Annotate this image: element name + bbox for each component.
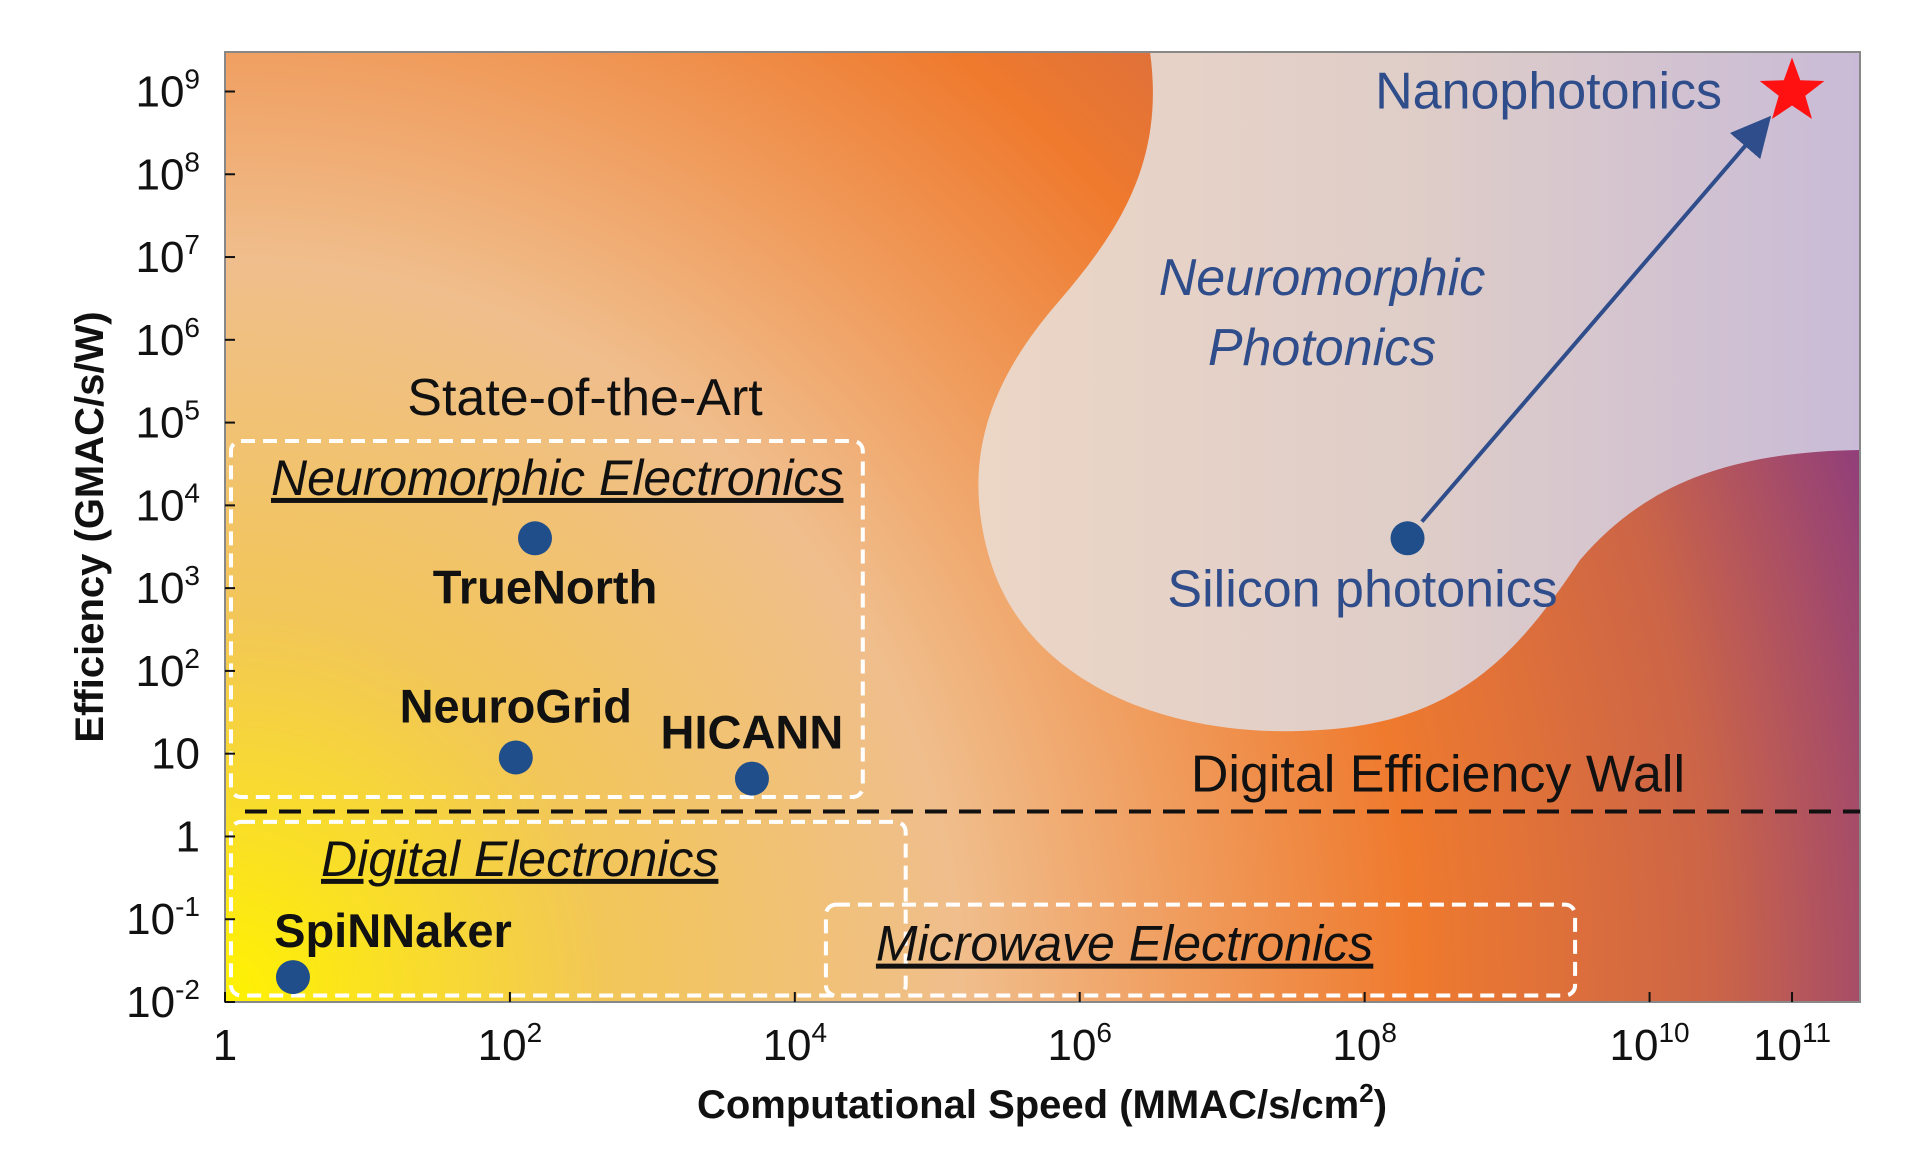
y-tick-exp: -1 (175, 891, 200, 922)
x-tick-exp: 11 (1802, 1017, 1831, 1048)
y-tick-base: 10 (135, 150, 184, 199)
annotation-labels: TrueNorth NeuroGrid HICANN SpiNNaker Silicon… (274, 62, 1722, 957)
x-tick-label: 102 (478, 1017, 543, 1070)
y-tick-label: 106 (135, 312, 200, 365)
y-tick-exp: 5 (184, 395, 200, 426)
neuromorphic-photonics-label-line2: Photonics (1208, 319, 1436, 377)
data-point (498, 740, 533, 775)
x-tick-label: 106 (1047, 1017, 1112, 1070)
x-tick-label: 1 (213, 1021, 237, 1070)
x-tick-base: 10 (1047, 1021, 1096, 1070)
y-tick-base: 10 (135, 316, 184, 365)
y-tick-base: 10 (151, 730, 200, 779)
x-tick-label: 1011 (1753, 1017, 1831, 1070)
target-label: Nanophotonics (1375, 62, 1722, 120)
x-tick-base: 10 (1332, 1021, 1381, 1070)
x-axis-title-main: Computational Speed (MMAC/s/cm (697, 1083, 1359, 1127)
arrow-layer (1420, 115, 1772, 523)
data-point (1390, 521, 1425, 556)
y-tick-label: 103 (135, 560, 200, 613)
y-tick-base: 10 (135, 399, 184, 448)
x-tick-base: 1 (213, 1021, 237, 1070)
point-label: SpiNNaker (274, 904, 512, 957)
point-label: Silicon photonics (1167, 560, 1557, 618)
y-tick-label: 10 (151, 730, 200, 779)
data-point (734, 761, 769, 796)
x-tick-exp: 6 (1096, 1017, 1112, 1048)
x-tick-exp: 4 (812, 1017, 828, 1048)
trajectory-arrow (1420, 115, 1772, 523)
region-box (823, 902, 1578, 998)
x-axis-title-end: ) (1374, 1083, 1387, 1127)
y-tick-base: 10 (135, 67, 184, 116)
region-label: Microwave Electronics (876, 916, 1373, 972)
y-tick-base: 10 (126, 978, 175, 1027)
y-tick-exp: 9 (184, 63, 200, 94)
neuromorphic-photonics-label-line1: Neuromorphic (1159, 249, 1486, 307)
y-tick-label: 1 (176, 812, 200, 861)
x-tick-label: 108 (1332, 1017, 1397, 1070)
x-axis-title-sup: 2 (1359, 1078, 1373, 1108)
wall-label: Digital Efficiency Wall (1191, 746, 1685, 804)
neuromorphic-photonics-region (978, 52, 1860, 732)
region-box (229, 819, 908, 998)
x-axis-ticks: 1 102 104 106 108 1010 1011 (213, 992, 1831, 1070)
point-label: TrueNorth (433, 560, 658, 613)
x-tick-exp: 10 (1658, 1017, 1689, 1048)
y-tick-label: 105 (135, 395, 200, 448)
y-tick-exp: 4 (184, 477, 200, 508)
y-tick-label: 10-1 (126, 891, 200, 944)
y-tick-base: 10 (135, 647, 184, 696)
y-tick-exp: 3 (184, 560, 200, 591)
plot-area (224, 51, 1861, 1003)
y-tick-exp: 7 (184, 229, 200, 260)
region-boxes: Neuromorphic Electronics Digital Electron… (229, 438, 1578, 998)
y-tick-base: 10 (126, 895, 175, 944)
x-tick-label: 104 (763, 1017, 828, 1070)
digital-efficiency-wall: Digital Efficiency Wall (245, 746, 1860, 814)
data-point (275, 960, 310, 995)
y-tick-base: 1 (176, 812, 200, 861)
x-tick-exp: 2 (527, 1017, 543, 1048)
x-tick-base: 10 (1753, 1021, 1802, 1070)
region-box (229, 438, 865, 799)
plot-frame (224, 51, 1861, 1003)
y-tick-label: 107 (135, 229, 200, 282)
data-points (275, 57, 1825, 995)
x-tick-exp: 8 (1381, 1017, 1397, 1048)
y-tick-exp: 8 (184, 146, 200, 177)
y-tick-label: 109 (135, 63, 200, 116)
y-tick-label: 104 (135, 477, 200, 530)
y-tick-label: 10-2 (126, 974, 200, 1027)
y-tick-exp: 2 (184, 643, 200, 674)
x-tick-label: 1010 (1610, 1017, 1690, 1070)
y-tick-label: 102 (135, 643, 200, 696)
state-of-the-art-label: State-of-the-Art (407, 369, 763, 427)
y-tick-exp: 6 (184, 312, 200, 343)
point-label: HICANN (661, 706, 844, 759)
x-axis-title: Computational Speed (MMAC/s/cm2) (697, 1078, 1387, 1127)
point-label: NeuroGrid (400, 679, 632, 732)
target-star (1759, 57, 1825, 119)
x-tick-base: 10 (478, 1021, 527, 1070)
region-label: Digital Electronics (321, 831, 718, 887)
y-axis-title: Efficiency (GMAC/s/W) (68, 311, 112, 742)
region-label: Neuromorphic Electronics (271, 450, 843, 506)
y-tick-base: 10 (135, 481, 184, 530)
y-tick-base: 10 (135, 564, 184, 613)
data-point (518, 521, 553, 556)
y-tick-exp: -2 (175, 974, 200, 1005)
x-tick-base: 10 (1610, 1021, 1659, 1070)
x-tick-base: 10 (763, 1021, 812, 1070)
y-tick-base: 10 (135, 233, 184, 282)
y-tick-label: 108 (135, 146, 200, 199)
